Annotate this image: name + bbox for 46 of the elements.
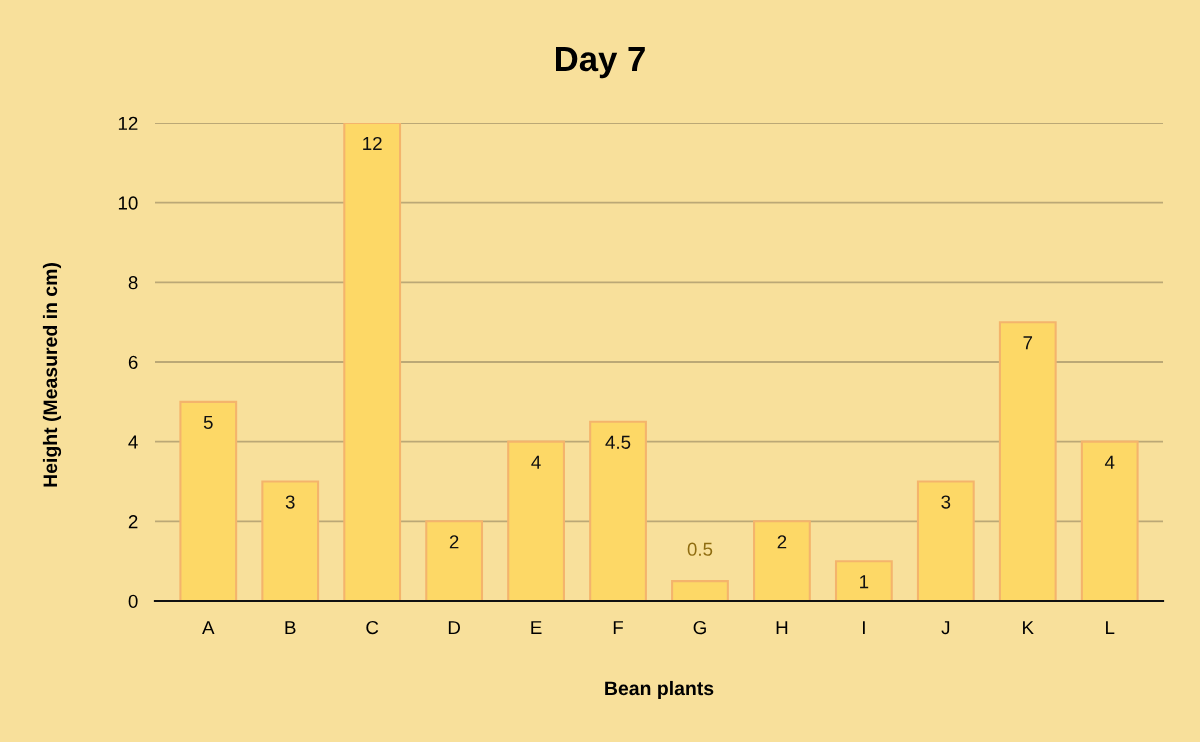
bar (343, 123, 402, 601)
bar (753, 520, 811, 601)
data-label: 4.5 (605, 435, 631, 449)
bar (179, 400, 238, 601)
data-label: 4 (531, 455, 541, 469)
data-label: 2 (777, 535, 787, 549)
x-tick-label: D (448, 621, 460, 635)
bar (834, 560, 893, 601)
data-label: 3 (941, 495, 951, 509)
bar (589, 420, 647, 601)
x-tick-label: K (1023, 621, 1034, 635)
data-label: 7 (1023, 336, 1033, 350)
y-tick-label: 4 (128, 435, 138, 449)
data-label: 0.5 (687, 542, 713, 556)
bar (916, 480, 975, 601)
y-tick-label: 2 (128, 515, 138, 529)
data-label: 3 (285, 495, 295, 509)
bar (998, 321, 1057, 601)
x-tick-label: G (693, 620, 706, 635)
y-tick-label: 6 (128, 355, 138, 369)
x-tick-label: J (941, 621, 950, 635)
bar (507, 440, 565, 601)
bar (1080, 440, 1139, 601)
y-axis-title: Height (Measured in cm) (42, 263, 62, 487)
x-axis-title: Bean plants (605, 680, 714, 700)
y-tick-label: 0 (128, 594, 138, 608)
x-tick-label: B (285, 621, 296, 635)
bar (261, 480, 320, 601)
y-tick-label: 12 (118, 116, 138, 130)
bar (425, 520, 484, 601)
data-label: 4 (1104, 455, 1115, 469)
x-tick-label: L (1106, 621, 1115, 635)
data-label: 1 (860, 575, 869, 589)
x-tick-label: E (531, 621, 542, 635)
data-label: 12 (363, 136, 382, 150)
y-tick-label: 10 (118, 196, 138, 210)
x-tick-label: C (366, 620, 379, 635)
chart-title: Day 7 (556, 47, 645, 79)
x-tick-label: H (776, 621, 788, 635)
bar (671, 580, 729, 601)
data-label: 5 (203, 415, 213, 429)
x-tick-label: A (202, 621, 215, 635)
x-tick-label: I (863, 621, 865, 635)
data-label: 2 (449, 535, 459, 549)
x-tick-label: F (613, 621, 623, 635)
y-tick-label: 8 (128, 276, 138, 290)
